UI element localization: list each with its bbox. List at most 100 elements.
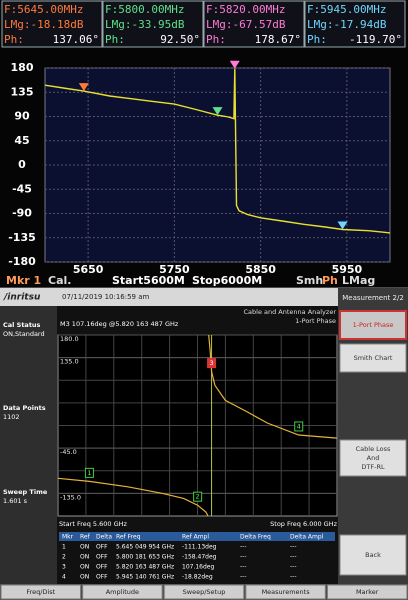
table-cell: ---	[290, 574, 297, 581]
table-cell: 5.820 163 487 GHz	[116, 564, 174, 571]
table-cell: 2	[62, 554, 66, 561]
trace	[57, 334, 338, 517]
status-item: Stop6000M	[192, 274, 262, 287]
table-header: Delta Ampl	[290, 534, 324, 541]
table-cell: ---	[240, 564, 247, 571]
marker-label: 2	[196, 493, 200, 501]
tab[interactable]	[245, 584, 326, 600]
y-tick-label: 90	[14, 110, 30, 123]
table-cell: -158.47deg	[182, 554, 217, 561]
y-tick-label: -135	[8, 231, 36, 244]
tab-label: Marker	[356, 588, 379, 596]
tab[interactable]	[326, 584, 408, 600]
table-cell: OFF	[96, 574, 108, 581]
y-tick-label: -135.0	[60, 493, 81, 501]
menu-button-label: Smith Chart	[354, 354, 393, 362]
marker-freq: F:5945.00MHz	[307, 3, 386, 16]
table-cell: 5.645 049 954 GHz	[116, 544, 174, 551]
marker-ph-label: Ph:	[105, 33, 125, 46]
table-cell: 3	[62, 564, 66, 571]
tab-label: Measurements	[262, 588, 311, 596]
marker-box	[84, 467, 94, 478]
tab-label: Freq/Dist	[26, 588, 55, 596]
table-header-bg	[59, 532, 335, 541]
header-bar	[0, 288, 338, 306]
menu-button[interactable]	[339, 439, 407, 477]
left-label: Sweep Time	[3, 488, 48, 496]
marker-ph: -119.70°	[349, 33, 402, 46]
y-tick-label: 135.0	[60, 358, 79, 366]
marker-label: 4	[297, 422, 301, 430]
left-label: Cal Status	[3, 321, 41, 329]
y-tick-label: 45	[14, 134, 29, 147]
menu-button[interactable]	[339, 343, 407, 373]
y-tick-label: -180	[8, 255, 36, 268]
trace	[44, 68, 391, 234]
app-name: Cable and Antenna Analyzer	[243, 308, 336, 316]
tab-label: Amplitude	[106, 588, 139, 596]
table-cell: 1	[62, 544, 66, 551]
menu-button-label: And	[367, 454, 380, 462]
table-header: Ref Ampl	[182, 534, 209, 541]
marker-triangle	[229, 60, 240, 69]
x-tick-label: 5650	[73, 263, 104, 276]
marker-ph-label: Ph:	[4, 33, 24, 46]
menu-button[interactable]	[339, 534, 407, 576]
table-cell: 107.16deg	[182, 564, 214, 571]
table-cell: ON	[80, 554, 89, 561]
left-label: Data Points	[3, 404, 46, 412]
table-cell: ---	[240, 574, 247, 581]
table-cell: ---	[240, 544, 247, 551]
table-cell: OFF	[96, 564, 108, 571]
table-cell: -18.82deg	[182, 574, 213, 581]
table-header: Ref Freq	[116, 534, 141, 541]
table-cell: OFF	[96, 554, 108, 561]
y-tick-label: -45	[12, 182, 32, 195]
menu-button-label: Cable Loss	[356, 445, 391, 453]
table-header: Mkr	[62, 534, 74, 541]
table-cell: 5.945 140 761 GHz	[116, 574, 174, 581]
table-header: Delta Freq	[240, 534, 271, 541]
marker-ph: 92.50°	[160, 33, 200, 46]
menu-button-label: 1-Port Phase	[353, 321, 394, 329]
status-item: LMag	[342, 274, 375, 287]
marker-lmag: LMg:-33.95dB	[105, 18, 185, 31]
marker-box	[193, 491, 203, 502]
marker-lmag: LMg:-67.57dB	[206, 18, 286, 31]
marker-label: 3	[209, 359, 213, 367]
marker-ph-label: Ph:	[307, 33, 327, 46]
tab[interactable]	[82, 584, 163, 600]
marker-box	[203, 0, 305, 48]
menu-button-label: DTF-RL	[361, 463, 385, 471]
menu-button[interactable]	[339, 310, 407, 340]
table-cell: ON	[80, 544, 89, 551]
y-tick-label: 180	[11, 61, 34, 74]
table-cell: ---	[290, 554, 297, 561]
tab-label: Sweep/Setup	[183, 588, 226, 596]
table-cell: ON	[80, 564, 89, 571]
marker-freq: F:5645.00MHz	[4, 3, 83, 16]
start-freq: Start Freq 5.600 GHz	[59, 520, 128, 528]
marker-ph-label: Ph:	[206, 33, 226, 46]
marker-box	[207, 358, 217, 369]
y-tick-label: 135	[11, 85, 34, 98]
mode: 1-Port Phase	[295, 317, 336, 325]
table-cell: ON	[80, 574, 89, 581]
marker-label: 1	[87, 469, 91, 477]
marker-lmag: LMg:-18.18dB	[4, 18, 84, 31]
y-tick-label: -90	[12, 207, 32, 220]
x-tick-label: 5850	[245, 263, 276, 276]
tab[interactable]	[163, 584, 245, 600]
brand: /inritsu	[3, 293, 41, 303]
left-value: 1.601 s	[3, 497, 28, 505]
stop-freq: Stop Freq 6.000 GHz	[270, 520, 337, 528]
status-item: Smh	[296, 274, 323, 287]
x-tick-label: 5950	[332, 263, 363, 276]
marker-freq: F:5820.00MHz	[206, 3, 285, 16]
marker-triangle	[212, 107, 223, 116]
table-cell: OFF	[96, 544, 108, 551]
status-item: Mkr 1	[6, 274, 41, 287]
tab[interactable]	[0, 584, 82, 600]
marker-freq: F:5800.00MHz	[105, 3, 184, 16]
datetime: 07/11/2019 10:16:59 am	[62, 293, 150, 301]
